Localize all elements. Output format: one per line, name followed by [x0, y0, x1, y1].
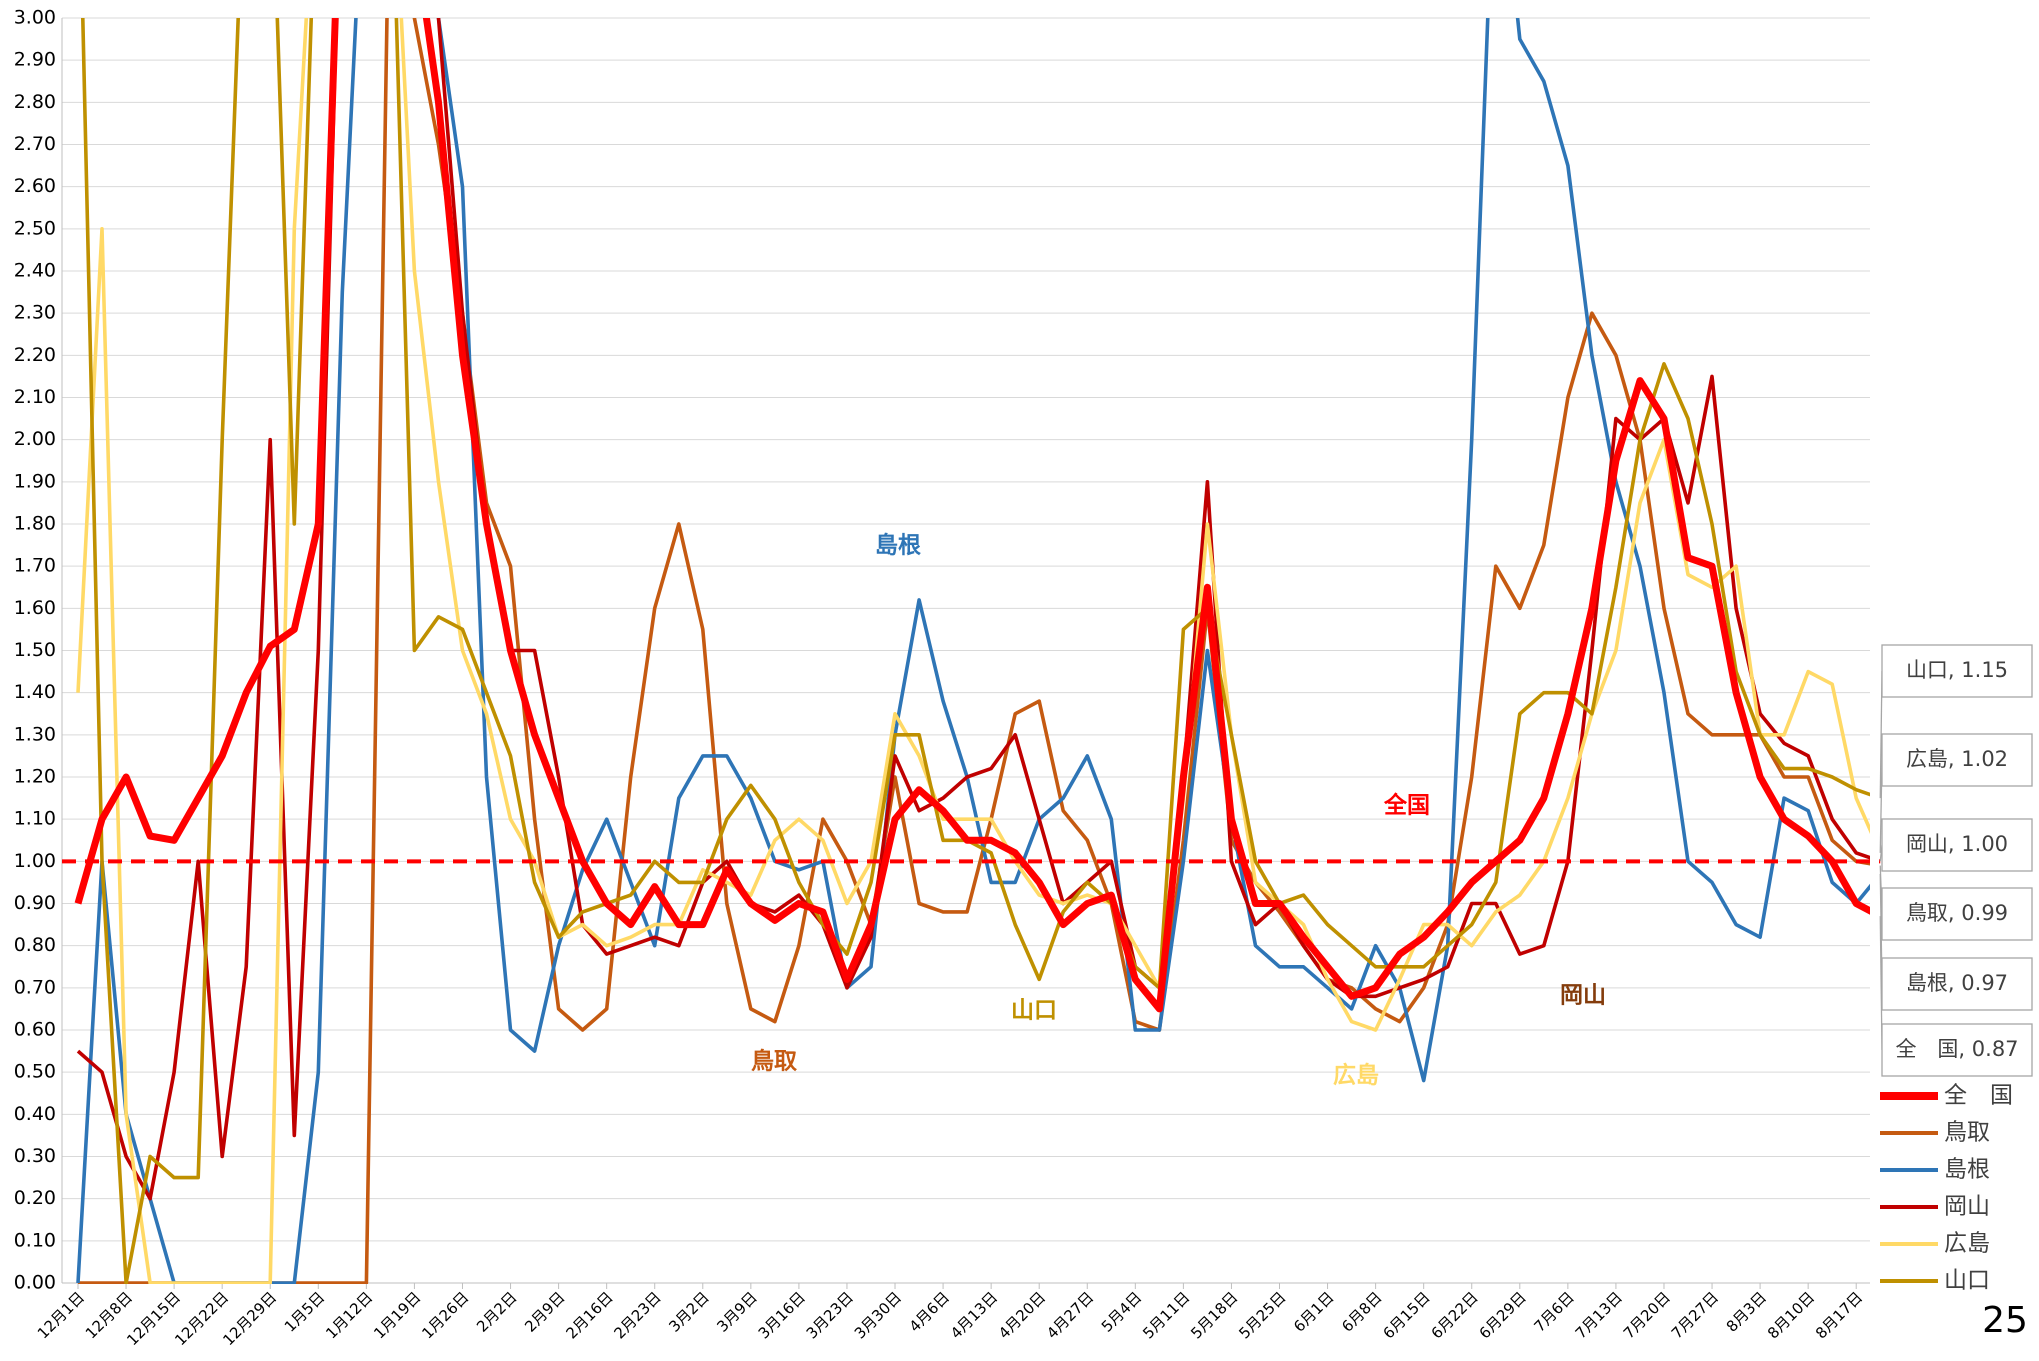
y-tick-label: 2.50: [14, 217, 56, 239]
x-tick-label: 3月16日: [755, 1288, 809, 1342]
x-tick-label: 4月13日: [947, 1288, 1001, 1342]
label-box: [1881, 733, 2033, 787]
y-tick-label: 2.80: [14, 91, 56, 113]
y-tick-label: 0.40: [14, 1103, 56, 1125]
y-tick-label: 0.90: [14, 892, 56, 914]
y-tick-label: 1.70: [14, 555, 56, 577]
label-box: [1881, 887, 2033, 941]
x-tick-label: 6月22日: [1428, 1288, 1482, 1342]
annotation: 山口: [1011, 998, 1057, 1024]
x-tick-label: 1月19日: [370, 1288, 424, 1342]
x-tick-label: 8月10日: [1764, 1288, 1818, 1342]
y-tick-label: 1.20: [14, 766, 56, 788]
y-tick-label: 2.40: [14, 260, 56, 282]
series-line: [76, 18, 1870, 1284]
end-label: 岡山, 1.00: [1906, 832, 2008, 856]
y-tick-label: 2.20: [14, 344, 56, 366]
y-tick-label: 1.90: [14, 470, 56, 492]
page-number: 25: [1982, 1300, 2028, 1341]
label-box: [1881, 957, 2033, 1011]
y-tick-label: 2.00: [14, 428, 56, 450]
annotation: 岡山: [1560, 983, 1606, 1009]
end-label: 鳥取, 0.99: [1906, 901, 2008, 925]
series-line: [78, 18, 1870, 1284]
legend-label: 全 国: [1944, 1083, 2013, 1109]
annotation: 鳥取: [751, 1048, 797, 1075]
y-tick-label: 0.30: [14, 1145, 56, 1167]
x-tick-label: 7月27日: [1668, 1288, 1722, 1342]
x-tick-label: 6月8日: [1338, 1288, 1385, 1335]
y-tick-label: 2.60: [14, 175, 56, 197]
x-tick-label: 4月27日: [1043, 1288, 1097, 1342]
x-tick-label: 1月12日: [322, 1288, 376, 1342]
end-label: 島根, 0.97: [1906, 971, 2008, 995]
label-box: [1881, 1023, 2033, 1077]
annotation: 広島: [1333, 1062, 1379, 1089]
legend-label: 広島: [1944, 1231, 1990, 1257]
legend-label: 岡山: [1944, 1194, 1990, 1220]
y-tick-label: 1.10: [14, 808, 56, 830]
y-tick-label: 0.00: [14, 1272, 56, 1294]
x-tick-label: 2月16日: [562, 1288, 616, 1342]
y-tick-label: 1.60: [14, 597, 56, 619]
y-tick-label: 0.70: [14, 976, 56, 998]
series-line: [80, 18, 1870, 1284]
x-tick-label: 7月20日: [1620, 1288, 1674, 1342]
legend-label: 鳥取: [1944, 1120, 1990, 1146]
x-tick-label: 5月4日: [1098, 1288, 1145, 1335]
x-tick-label: 3月9日: [713, 1288, 760, 1335]
x-tick-label: 1月26日: [418, 1288, 472, 1342]
x-tick-label: 2月9日: [521, 1288, 568, 1335]
y-tick-label: 1.80: [14, 513, 56, 535]
x-tick-label: 8月3日: [1723, 1288, 1770, 1335]
y-tick-label: 1.50: [14, 639, 56, 661]
y-tick-label: 0.10: [14, 1229, 56, 1251]
x-tick-label: 2月2日: [473, 1288, 520, 1335]
x-tick-label: 5月11日: [1139, 1288, 1193, 1342]
x-tick-label: 4月20日: [995, 1288, 1049, 1342]
legend-label: 島根: [1944, 1157, 1990, 1183]
y-tick-label: 2.10: [14, 386, 56, 408]
label-box: [1881, 644, 2033, 698]
y-tick-label: 0.20: [14, 1187, 56, 1209]
y-tick-label: 2.70: [14, 133, 56, 155]
x-tick-label: 5月25日: [1235, 1288, 1289, 1342]
x-tick-label: 3月30日: [851, 1288, 905, 1342]
x-tick-label: 6月29日: [1476, 1288, 1530, 1342]
y-tick-label: 0.60: [14, 1019, 56, 1041]
end-label: 全 国, 0.87: [1895, 1037, 2018, 1061]
x-tick-label: 8月17日: [1812, 1288, 1866, 1342]
annotation: 島根: [875, 532, 921, 559]
y-tick-label: 1.40: [14, 681, 56, 703]
y-tick-label: 2.90: [14, 49, 56, 71]
plot-area: [74, 18, 1870, 1284]
label-box: [1881, 818, 2033, 872]
x-tick-label: 6月1日: [1290, 1288, 1337, 1335]
series-line: [76, 18, 1870, 1284]
y-tick-label: 1.00: [14, 850, 56, 872]
legend-label: 山口: [1944, 1268, 1990, 1294]
x-tick-label: 6月15日: [1379, 1288, 1433, 1342]
y-tick-label: 0.80: [14, 934, 56, 956]
x-tick-label: 5月18日: [1187, 1288, 1241, 1342]
end-label: 山口, 1.15: [1906, 658, 2008, 682]
x-tick-label: 7月13日: [1572, 1288, 1626, 1342]
annotation: 全国: [1383, 792, 1430, 819]
end-label: 広島, 1.02: [1906, 747, 2008, 771]
series-line: [74, 18, 1870, 1013]
x-tick-label: 1月5日: [281, 1288, 328, 1335]
x-tick-label: 3月2日: [665, 1288, 712, 1335]
x-tick-label: 4月6日: [906, 1288, 953, 1335]
x-tick-label: 2月23日: [611, 1288, 665, 1342]
y-tick-label: 1.30: [14, 723, 56, 745]
x-tick-label: 3月23日: [803, 1288, 857, 1342]
y-tick-label: 2.30: [14, 302, 56, 324]
x-tick-label: 12月1日: [34, 1288, 88, 1342]
y-tick-label: 0.50: [14, 1061, 56, 1083]
x-tick-label: 7月6日: [1530, 1288, 1577, 1335]
y-tick-label: 3.00: [14, 7, 56, 29]
